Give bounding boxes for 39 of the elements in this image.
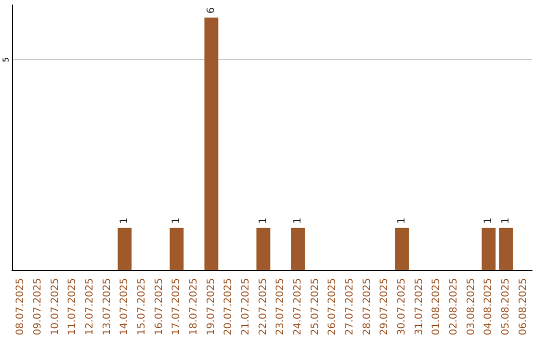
x-tick-label: 20.07.2025 <box>223 278 234 336</box>
x-tick-label: 16.07.2025 <box>154 278 165 336</box>
x-tick-label: 19.07.2025 <box>206 278 217 336</box>
x-tick-label: 17.07.2025 <box>171 278 182 336</box>
data-label: 1 <box>171 218 182 224</box>
x-tick-label: 18.07.2025 <box>188 278 200 336</box>
x-tick-label: 04.08.2025 <box>483 278 494 336</box>
y-tick-label: 5 <box>2 57 10 62</box>
x-tick-label: 28.07.2025 <box>362 278 373 336</box>
x-tick-label: 21.07.2025 <box>240 278 252 336</box>
x-tick-label: 11.07.2025 <box>67 278 78 336</box>
data-label: 1 <box>119 218 130 224</box>
x-tick-label: 29.07.2025 <box>379 278 390 336</box>
x-tick-label: 13.07.2025 <box>102 278 113 336</box>
x-tick-label: 23.07.2025 <box>275 278 286 336</box>
data-label: 1 <box>258 218 269 224</box>
x-tick-label: 06.08.2025 <box>518 278 529 336</box>
x-tick-label: 03.08.2025 <box>466 278 477 336</box>
x-tick-label: 05.08.2025 <box>500 278 512 336</box>
x-tick-label: 31.07.2025 <box>414 278 425 336</box>
data-label: 1 <box>396 218 408 224</box>
x-tick-label: 02.08.2025 <box>448 278 460 336</box>
x-tick-label: 26.07.2025 <box>327 278 338 336</box>
x-tick-label: 08.07.2025 <box>15 278 26 336</box>
data-label: 6 <box>206 7 217 14</box>
data-label: 1 <box>500 218 512 224</box>
data-label: 1 <box>483 218 494 224</box>
x-tick-label: 24.07.2025 <box>292 278 304 336</box>
x-tick-label: 15.07.2025 <box>136 278 148 336</box>
x-tick-label: 01.08.2025 <box>431 278 442 336</box>
x-tick-label: 14.07.2025 <box>119 278 130 336</box>
x-tick-label: 30.07.2025 <box>396 278 408 336</box>
x-tick-label: 22.07.2025 <box>258 278 269 336</box>
x-tick-label: 27.07.2025 <box>344 278 356 336</box>
x-tick-label: 10.07.2025 <box>50 278 61 336</box>
data-label: 1 <box>292 218 304 224</box>
x-tick-label: 25.07.2025 <box>310 278 321 336</box>
x-tick-label: 09.07.2025 <box>32 278 44 336</box>
x-tick-label: 12.07.2025 <box>84 278 96 336</box>
